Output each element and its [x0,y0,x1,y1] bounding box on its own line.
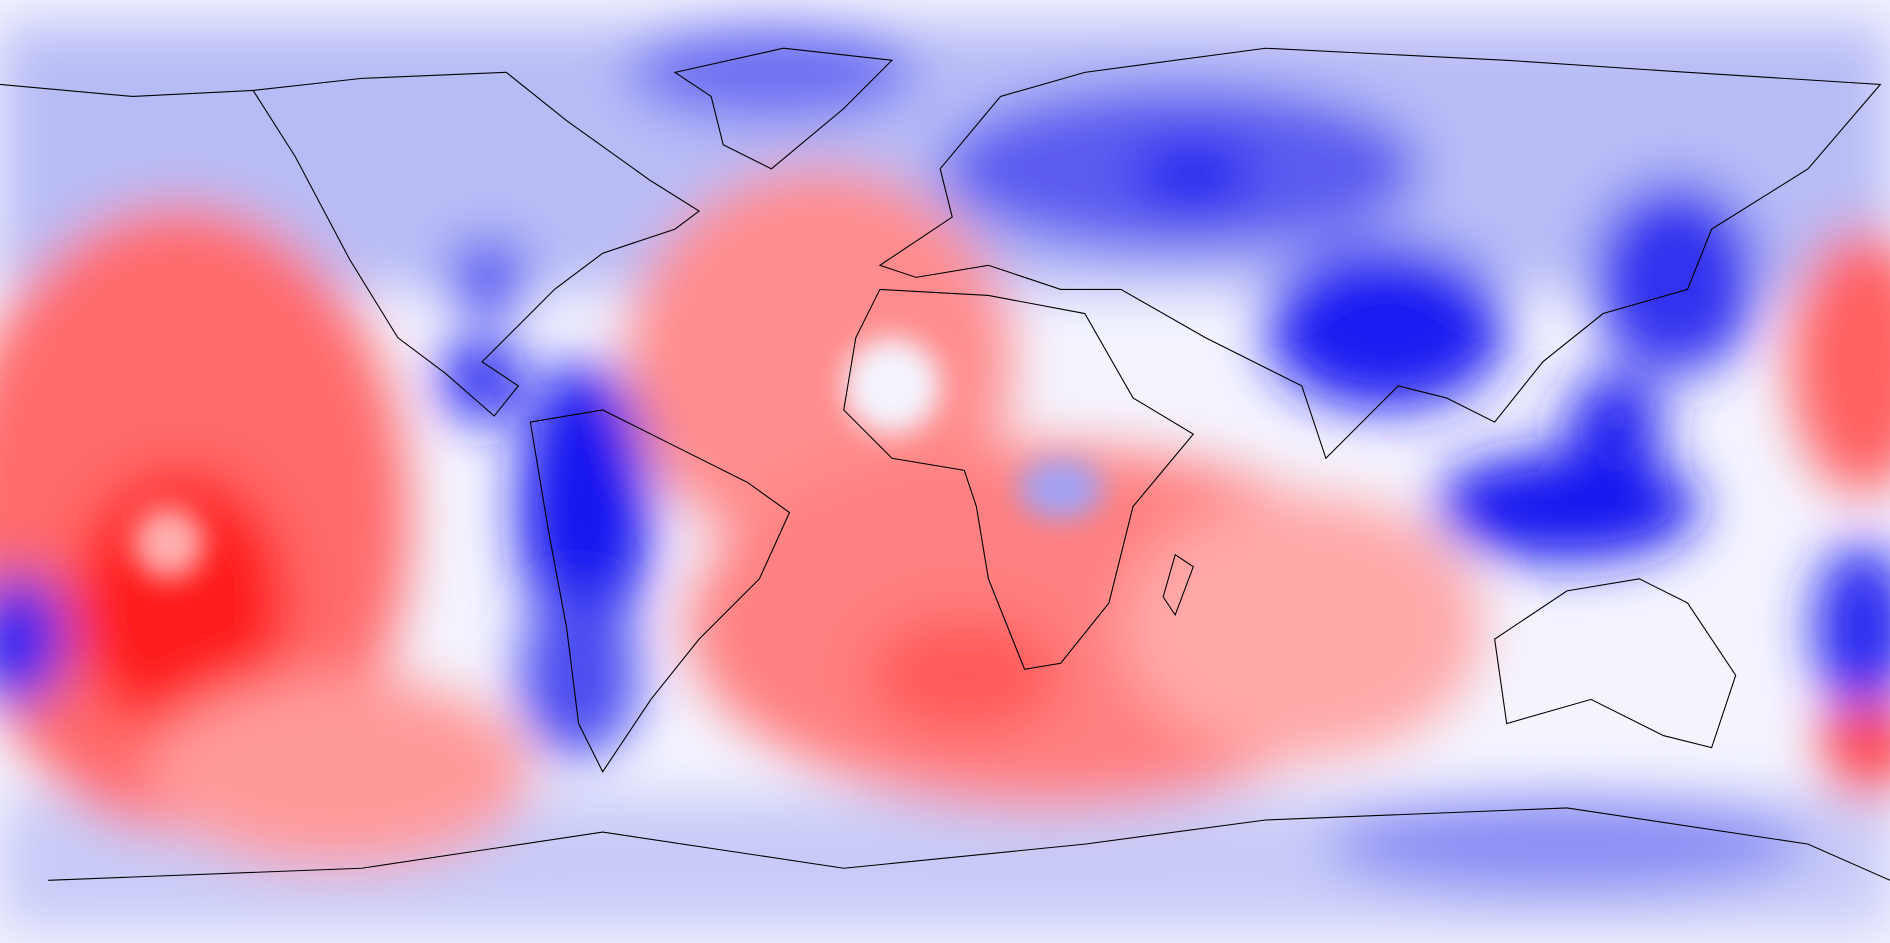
field-greenland [626,24,917,121]
field-layer [0,24,1890,929]
field-pacific-spot [132,506,205,579]
field-patagonia [518,590,639,760]
field-detail [132,337,1103,579]
field-central-america [439,337,525,423]
coast-australia [1494,578,1737,749]
field-east-edge [1814,542,1890,712]
field-atlantic [626,168,1013,555]
field-north-america [445,241,531,314]
coast-north-america [0,71,701,417]
field-pacific-south [144,675,531,869]
coast-greenland [673,47,894,170]
field-pacific-core [72,470,290,736]
coast-antarctica [48,807,1890,881]
field-japan [1591,180,1760,374]
coastlines [0,47,1890,881]
coast-south-america [529,409,791,773]
field-east-pacific-south [1820,699,1890,796]
field-tibet [1265,241,1507,410]
field-west-edge [0,572,67,706]
field-andes [518,361,651,652]
field-east-pacific [1789,229,1890,495]
field-indonesia [1434,452,1700,561]
field-siberia-core [1133,144,1254,205]
field-congo [1018,458,1103,519]
coast-madagascar [1162,553,1194,617]
field-africa-core [867,615,1061,736]
field-indian [1120,494,1483,760]
field-philippines [1566,373,1664,471]
field-sahara-white [843,337,941,435]
coast-africa [843,288,1195,670]
field-antarctic [1325,795,1809,893]
coast-europe-asia [878,47,1882,460]
